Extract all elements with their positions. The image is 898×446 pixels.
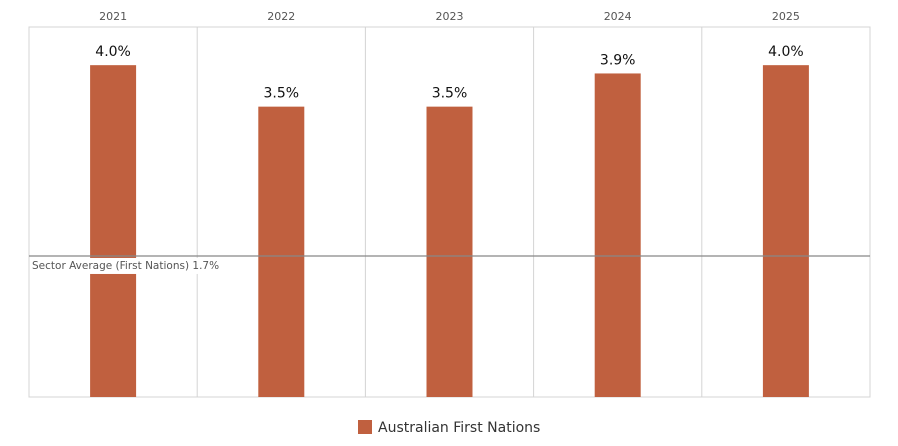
- value-label: 4.0%: [95, 44, 131, 60]
- value-label: 3.5%: [432, 86, 468, 102]
- value-label: 3.5%: [264, 86, 300, 102]
- reference-label-bg: [30, 257, 222, 274]
- value-label: 3.9%: [600, 52, 636, 68]
- reference-label: Sector Average (First Nations) 1.7%: [32, 260, 219, 272]
- column-header: 2025: [772, 10, 800, 23]
- column-header: 2022: [267, 10, 295, 23]
- bar: [90, 65, 137, 397]
- bar: [258, 106, 305, 397]
- bar: [762, 65, 809, 397]
- value-label: 4.0%: [768, 44, 804, 60]
- legend-label: Australian First Nations: [378, 420, 540, 436]
- column-header: 2021: [99, 10, 127, 23]
- bar: [594, 73, 641, 397]
- legend-swatch: [358, 420, 372, 434]
- column-header: 2024: [604, 10, 632, 23]
- bar: [426, 106, 473, 397]
- column-header: 2023: [436, 10, 464, 23]
- legend: Australian First Nations: [358, 420, 540, 436]
